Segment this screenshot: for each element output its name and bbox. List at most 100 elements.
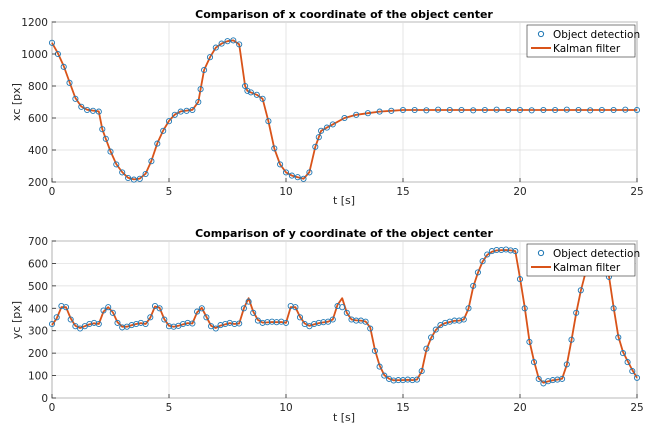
x-plot-detection-point <box>136 175 143 182</box>
x-plot-detection-point <box>300 175 307 182</box>
x-chart-xlabel: t [s] <box>333 194 355 207</box>
y-plot-detection-point <box>474 269 481 276</box>
y-plot-detection-point <box>413 376 421 383</box>
y-plot-ticks: 0 5 10 15 20 25 0 100 200 300 400 500 600 700 <box>28 236 644 414</box>
y-plot-detection-point <box>165 323 173 330</box>
y-plot-ytick-label: 600 <box>28 258 48 270</box>
x-plot-detection-point <box>435 106 442 113</box>
y-plot-detection-point <box>161 316 168 323</box>
y-plot-detection-point <box>399 377 407 384</box>
x-plot-detection-point <box>288 172 295 179</box>
x-plot-detection-point <box>388 107 395 114</box>
x-plot-detection-point <box>423 107 430 114</box>
y-plot-detection-point <box>535 375 542 382</box>
y-plot-detection-point <box>53 314 60 321</box>
x-plot-detection-point <box>364 110 371 117</box>
x-plot-detection-point <box>102 135 109 142</box>
y-plot-detection-point <box>568 336 575 343</box>
x-plot-ytick-label: 600 <box>28 113 48 125</box>
y-plot-detection-point <box>268 318 276 325</box>
y-plot-detection-point <box>240 305 247 312</box>
y-plot-detection-point <box>353 317 360 324</box>
x-plot-detection-point <box>528 107 535 114</box>
x-plot-ytick-label: 800 <box>28 81 48 93</box>
x-plot-detection-point <box>171 111 178 118</box>
y-plot-detection-point <box>484 251 491 258</box>
x-plot-detection-point <box>160 127 167 134</box>
y-plot-detection-point <box>320 319 327 326</box>
y-plot-detection-point <box>142 320 149 328</box>
y-plot-detection-point <box>329 316 336 323</box>
y-plot-xtick-label: 25 <box>630 402 643 414</box>
y-plot-detection-point <box>512 248 519 255</box>
x-plot-detection-point <box>66 79 73 86</box>
y-chart-ylabel: yc [px] <box>10 301 23 339</box>
y-chart-xlabel: t [s] <box>333 411 355 424</box>
y-plot-detection-point <box>409 377 416 384</box>
x-plot-detection-point <box>622 106 629 113</box>
x-plot-detection-point <box>224 38 231 45</box>
x-plot-detection-point <box>247 89 254 96</box>
y-plot-detection-point <box>381 372 388 379</box>
x-plot-detection-point <box>48 39 56 46</box>
x-plot-detection-point <box>493 106 500 113</box>
x-plot-xtick-label: 10 <box>279 186 292 198</box>
x-plot-detection-point <box>505 106 512 114</box>
x-plot-detection-point <box>107 148 114 155</box>
y-plot-detection-point <box>573 309 580 316</box>
y-plot-xtick-label: 5 <box>166 402 173 414</box>
x-legend-detection-label: Object detection <box>553 29 640 41</box>
y-plot-xtick-label: 15 <box>396 402 409 414</box>
x-plot-detection-point <box>399 106 407 114</box>
y-plot-detection-point <box>362 318 369 325</box>
x-plot-detection-point <box>294 174 301 181</box>
y-plot-detection-point <box>502 246 510 253</box>
x-plot-detection-point <box>277 161 284 168</box>
x-plot-detection-point <box>197 86 204 93</box>
y-plot-detection-point <box>292 304 299 311</box>
x-plot-xtick-label: 20 <box>513 186 526 198</box>
x-plot-detection-point <box>154 140 161 147</box>
y-plot-detection-point <box>479 258 486 265</box>
y-plot-detection-point <box>451 317 458 324</box>
y-legend-detection-label: Object detection <box>553 248 640 260</box>
y-plot-detection-point <box>67 316 74 323</box>
y-plot-detection-point <box>624 359 631 366</box>
y-plot-detection-point <box>610 305 617 312</box>
x-chart-ylabel: xc [px] <box>10 83 23 121</box>
y-plot-detection-point <box>236 320 243 327</box>
y-plot-detection-point <box>273 319 280 326</box>
x-plot-detection-point <box>230 37 237 44</box>
y-legend-kalman-label: Kalman filter <box>553 262 621 274</box>
x-plot-detection-point <box>113 161 120 168</box>
y-plot-detection-point <box>264 319 271 326</box>
x-plot-ytick-label: 400 <box>28 145 48 157</box>
y-plot-detection-point <box>530 359 538 366</box>
x-plot-detection-point <box>259 95 266 102</box>
y-plot-ytick-label: 300 <box>28 326 48 338</box>
y-plot-xtick-label: 0 <box>49 402 56 414</box>
x-plot-detection-point <box>206 54 214 61</box>
y-plot-detection-point <box>203 314 210 321</box>
x-plot-detection-point <box>470 107 477 114</box>
y-plot-ytick-label: 100 <box>28 371 48 383</box>
y-plot-detection-point <box>516 276 524 283</box>
x-plot-detection-point <box>99 126 106 133</box>
y-plot-detection-point <box>339 304 346 311</box>
x-plot-detection-point <box>312 143 319 150</box>
y-plot-detection-point <box>100 307 107 314</box>
y-plot-detection-point <box>231 320 238 328</box>
y-plot-detection-point <box>418 368 425 375</box>
x-plot-detection-point <box>516 106 524 114</box>
x-plot-detection-point <box>183 107 190 114</box>
y-coordinate-axes: 0 5 10 15 20 25 0 100 200 300 400 500 600 700 Compari… <box>10 227 644 424</box>
x-plot-detection-point <box>212 44 219 51</box>
y-plot-detection-point <box>526 338 533 345</box>
x-plot-detection-point <box>189 106 196 114</box>
y-plot-detection-point <box>254 317 261 324</box>
y-plot-detection-point <box>194 308 201 315</box>
x-plot-detection-point <box>119 169 126 176</box>
x-legend-kalman-label: Kalman filter <box>553 43 621 55</box>
y-plot-detection-point <box>615 334 622 341</box>
y-plot-detection-point <box>493 246 500 254</box>
